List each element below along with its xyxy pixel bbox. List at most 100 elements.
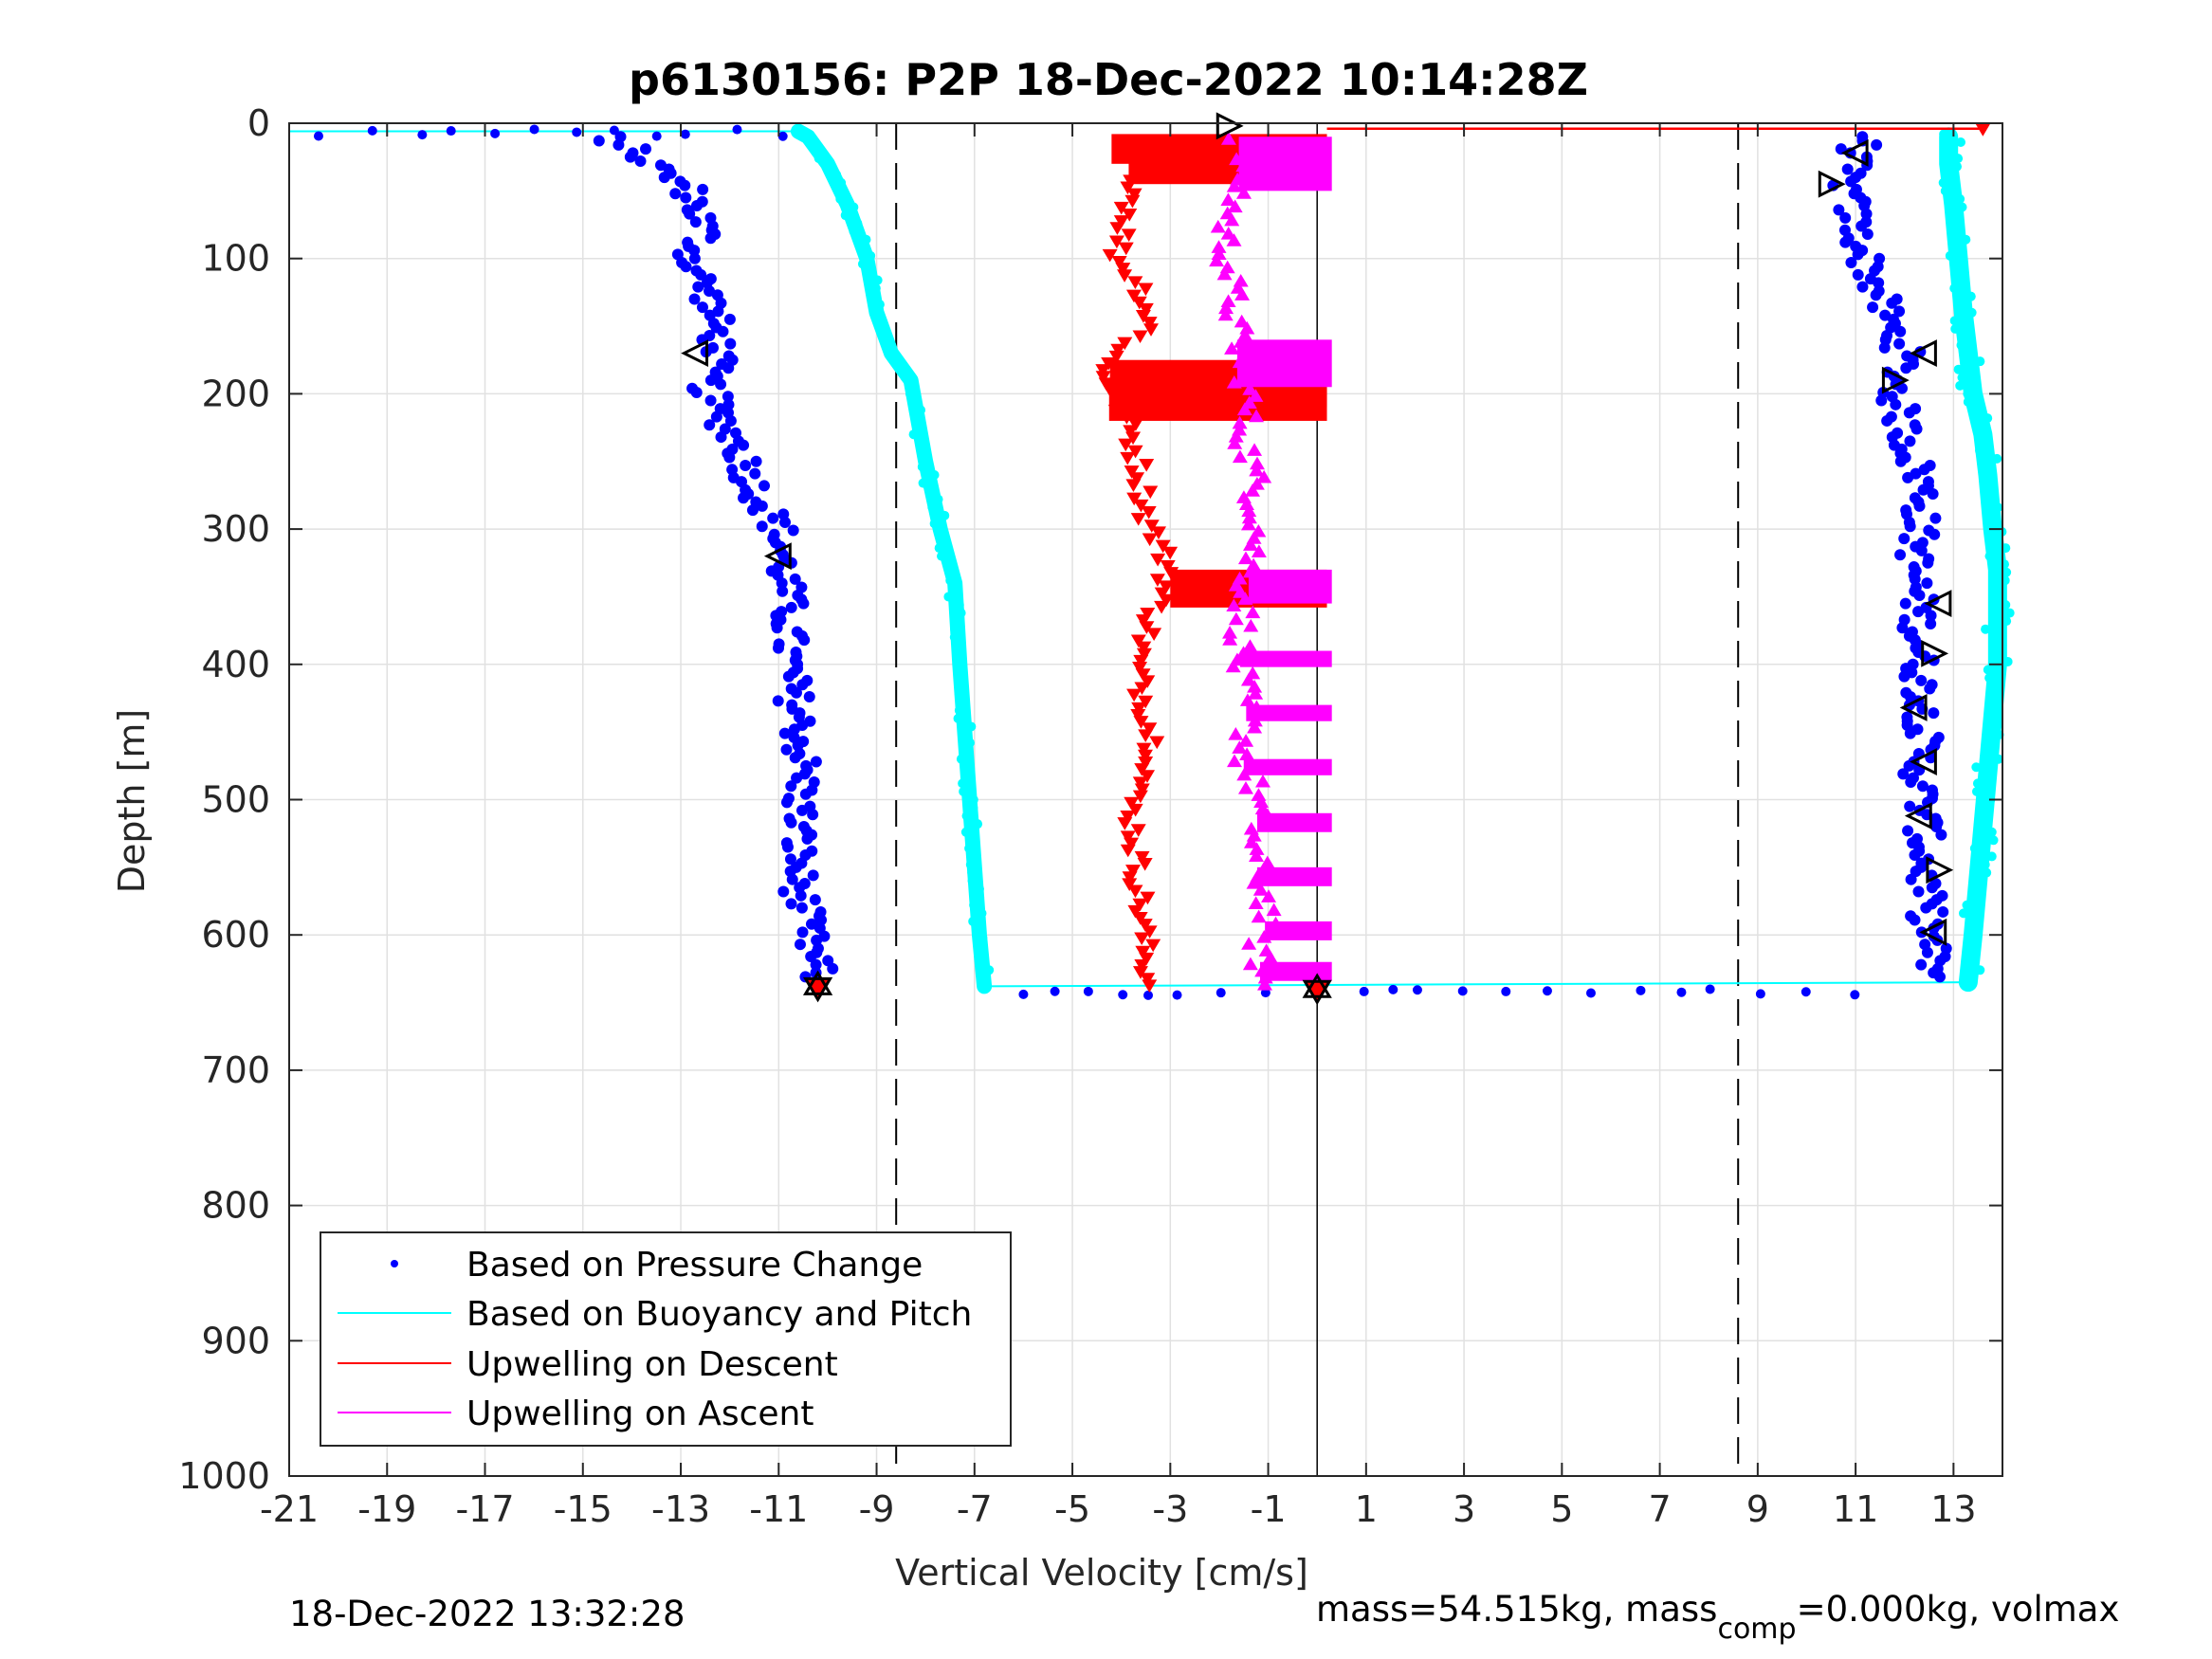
pressure-point [1913, 500, 1926, 512]
upwelling-descent-marker [1132, 898, 1148, 912]
buoyancy-point [866, 250, 876, 261]
upwelling-ascent-marker [1227, 199, 1243, 213]
pressure-point [1909, 914, 1921, 926]
buoyancy-point [909, 380, 920, 391]
buoyancy-point [1981, 738, 1991, 748]
buoyancy-point [968, 794, 978, 805]
pressure-surface-point [313, 131, 323, 141]
pressure-point [1852, 268, 1864, 281]
pressure-point [791, 772, 803, 784]
pressure-point [1910, 423, 1923, 435]
upwelling-ascent-band [1243, 758, 1332, 775]
upwelling-descent-marker [1125, 431, 1142, 446]
pressure-point [1893, 305, 1906, 318]
pressure-surface-point [529, 124, 539, 135]
pressure-point [1915, 674, 1928, 686]
pressure-point [696, 301, 708, 314]
upwelling-ascent-marker [1254, 774, 1271, 788]
pitch-change-marker [1926, 856, 1954, 884]
x-axis-ticks: -21 -19 -17 -15 -13 -11 -9 -7 -5 -3 -1 1 3 5 7 9 11 13 [260, 123, 1977, 1530]
upwelling-ascent-marker [1232, 740, 1248, 754]
pitch-change-marker [1910, 748, 1937, 775]
pressure-bottom-point [1801, 987, 1811, 997]
upwelling-ascent-marker [1239, 693, 1255, 706]
buoyancy-point [908, 429, 919, 440]
upwelling-ascent-marker [1247, 720, 1263, 734]
pressure-point [785, 601, 797, 613]
buoyancy-point [832, 170, 842, 180]
upwelling-ascent-band [1246, 704, 1332, 721]
upwelling-descent-marker [1139, 621, 1155, 634]
pressure-surface-point [732, 124, 742, 135]
buoyancy-point [1965, 291, 1976, 301]
pressure-point [777, 885, 790, 898]
pressure-point [756, 500, 768, 512]
buoyancy-point [984, 965, 995, 975]
pressure-point [1896, 622, 1909, 634]
pressure-point [1913, 590, 1926, 602]
pressure-point [738, 439, 750, 451]
upwelling-descent-marker [1149, 736, 1165, 750]
buoyancy-point [1988, 519, 1999, 529]
pressure-point [782, 670, 795, 683]
upwelling-ascent-marker [1224, 341, 1240, 355]
buoyancy-point [916, 421, 926, 431]
pressure-point [785, 816, 797, 829]
buoyancy-point [968, 803, 978, 813]
buoyancy-point [1982, 462, 1992, 472]
buoyancy-point [1961, 957, 1971, 967]
x-tick-label: -1 [1251, 1488, 1287, 1530]
pitch-change-marker [1924, 590, 1952, 618]
upwelling-ascent-marker [1247, 443, 1263, 456]
buoyancy-point [800, 129, 811, 139]
buoyancy-point [1988, 592, 1999, 602]
upwelling-ascent-marker [1226, 233, 1242, 246]
upwelling-ascent-marker [1243, 618, 1259, 632]
pressure-point [1875, 394, 1888, 407]
buoyancy-point [964, 770, 975, 780]
buoyancy-point [1980, 859, 1990, 869]
buoyancy-point [1971, 933, 1982, 943]
pressure-point [690, 200, 703, 212]
y-axis-label: Depth [m] [111, 709, 153, 894]
pressure-point [688, 245, 701, 257]
pressure-point [1921, 577, 1933, 590]
pressure-point [789, 573, 801, 585]
pressure-point [704, 419, 716, 431]
buoyancy-point [2002, 656, 2013, 666]
x-axis-label: Vertical Velocity [cm/s] [895, 1552, 1308, 1594]
pressure-point [795, 889, 807, 902]
buoyancy-point [870, 283, 881, 294]
upwelling-descent-marker [1124, 837, 1140, 851]
pressure-point [724, 414, 737, 427]
pressure-point [1929, 512, 1942, 524]
buoyancy-point [1993, 502, 2003, 513]
upwelling-ascent-marker [1211, 240, 1227, 253]
pitch-change-marker [1216, 112, 1244, 140]
upwelling-descent-marker [1140, 891, 1156, 905]
upwelling-descent-marker [1139, 952, 1155, 966]
buoyancy-point [929, 486, 940, 497]
upwelling-ascent-band [1238, 137, 1332, 191]
upwelling-ascent-band [1248, 569, 1332, 604]
x-tick-label: 7 [1649, 1488, 1672, 1530]
upwelling-descent-marker [1143, 485, 1159, 500]
upwelling-descent-marker [1121, 228, 1137, 243]
pressure-point [624, 151, 636, 163]
buoyancy-point [973, 924, 983, 935]
upwelling-descent-marker [1132, 966, 1148, 979]
buoyancy-point [2002, 616, 2012, 627]
pressure-bottom-point [1216, 988, 1226, 998]
pressure-point [1894, 455, 1907, 467]
pressure-point [784, 853, 796, 866]
buoyancy-point [977, 908, 987, 919]
pressure-point [1894, 549, 1907, 561]
upwelling-descent-marker [1149, 574, 1165, 587]
upwelling-ascent-marker [1228, 429, 1244, 443]
upwelling-descent-marker [1136, 641, 1152, 655]
pressure-point [787, 524, 799, 537]
footer-mass-suffix: =0.000kg, volmax [1797, 1589, 2120, 1630]
pressure-point [767, 512, 779, 524]
buoyancy-point [980, 973, 991, 983]
buoyancy-point [929, 519, 940, 529]
